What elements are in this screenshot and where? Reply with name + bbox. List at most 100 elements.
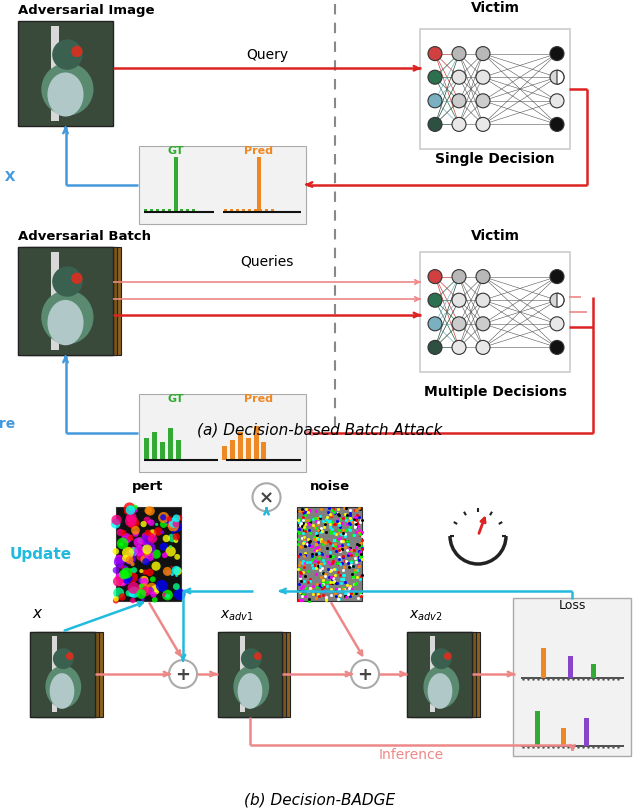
Circle shape	[140, 556, 149, 564]
Circle shape	[124, 511, 128, 514]
Circle shape	[476, 71, 490, 85]
Circle shape	[428, 270, 442, 284]
Text: Inference: Inference	[379, 748, 444, 762]
Bar	[152, 432, 157, 461]
Circle shape	[173, 583, 180, 590]
FancyBboxPatch shape	[430, 636, 435, 712]
Circle shape	[170, 566, 173, 569]
Circle shape	[550, 317, 564, 332]
Circle shape	[170, 573, 174, 577]
Circle shape	[162, 590, 173, 601]
Bar	[191, 210, 195, 212]
Circle shape	[149, 530, 156, 537]
FancyBboxPatch shape	[225, 632, 291, 717]
Circle shape	[165, 518, 175, 529]
Circle shape	[173, 515, 180, 522]
Text: GT: GT	[168, 393, 184, 404]
FancyBboxPatch shape	[420, 253, 570, 372]
Bar	[591, 663, 596, 678]
FancyBboxPatch shape	[415, 632, 481, 717]
Bar	[173, 210, 177, 212]
Text: Adversarial Batch: Adversarial Batch	[18, 230, 151, 242]
Circle shape	[476, 270, 490, 284]
Circle shape	[253, 483, 280, 512]
FancyBboxPatch shape	[408, 632, 472, 717]
FancyBboxPatch shape	[412, 632, 477, 717]
FancyBboxPatch shape	[513, 598, 632, 756]
Circle shape	[124, 578, 130, 585]
Bar	[150, 210, 152, 212]
Circle shape	[113, 597, 119, 602]
Text: +: +	[358, 665, 372, 683]
Circle shape	[428, 95, 442, 109]
Ellipse shape	[47, 73, 84, 118]
FancyBboxPatch shape	[420, 30, 570, 150]
Circle shape	[129, 592, 134, 598]
Circle shape	[428, 317, 442, 332]
Circle shape	[476, 294, 490, 308]
Circle shape	[241, 649, 262, 669]
Text: Loss: Loss	[559, 599, 586, 611]
Bar	[236, 210, 239, 212]
Circle shape	[145, 534, 149, 539]
FancyBboxPatch shape	[18, 22, 113, 127]
Circle shape	[127, 573, 138, 583]
Circle shape	[53, 649, 74, 669]
Circle shape	[452, 294, 466, 308]
Circle shape	[164, 519, 169, 524]
Circle shape	[550, 118, 564, 132]
Circle shape	[550, 341, 564, 355]
Circle shape	[121, 568, 132, 579]
Text: Single Decision: Single Decision	[435, 152, 555, 165]
Circle shape	[160, 515, 166, 521]
Circle shape	[159, 543, 168, 551]
Circle shape	[132, 553, 134, 556]
FancyBboxPatch shape	[18, 247, 113, 355]
Bar	[156, 210, 159, 212]
Circle shape	[168, 534, 177, 543]
FancyBboxPatch shape	[38, 632, 102, 717]
Circle shape	[152, 597, 157, 603]
Circle shape	[158, 513, 169, 523]
Circle shape	[116, 529, 124, 536]
Circle shape	[113, 577, 123, 587]
FancyBboxPatch shape	[138, 394, 307, 472]
Circle shape	[140, 569, 143, 573]
Bar	[175, 440, 180, 461]
Circle shape	[428, 341, 442, 355]
Circle shape	[150, 592, 157, 598]
Circle shape	[174, 554, 180, 560]
FancyBboxPatch shape	[138, 146, 307, 224]
Bar	[174, 158, 179, 212]
Circle shape	[115, 574, 126, 586]
Circle shape	[145, 507, 152, 515]
Circle shape	[139, 584, 143, 589]
Circle shape	[131, 568, 137, 573]
Circle shape	[148, 534, 157, 543]
Circle shape	[146, 569, 154, 577]
Circle shape	[150, 577, 156, 582]
Ellipse shape	[234, 666, 269, 708]
Circle shape	[452, 71, 466, 85]
Circle shape	[152, 586, 159, 593]
Bar	[271, 210, 275, 212]
Bar	[223, 210, 227, 212]
Circle shape	[125, 516, 137, 527]
Circle shape	[163, 535, 170, 543]
Circle shape	[550, 294, 564, 308]
Circle shape	[129, 547, 138, 556]
Circle shape	[550, 71, 564, 85]
Circle shape	[115, 573, 124, 581]
Bar	[230, 210, 232, 212]
Circle shape	[130, 569, 132, 571]
Circle shape	[145, 551, 149, 554]
Circle shape	[428, 48, 442, 62]
FancyBboxPatch shape	[26, 247, 121, 355]
Circle shape	[162, 552, 168, 559]
Circle shape	[125, 590, 132, 597]
Circle shape	[122, 547, 134, 559]
Circle shape	[141, 533, 148, 540]
Circle shape	[134, 538, 143, 547]
Circle shape	[164, 517, 170, 523]
Circle shape	[113, 588, 124, 599]
